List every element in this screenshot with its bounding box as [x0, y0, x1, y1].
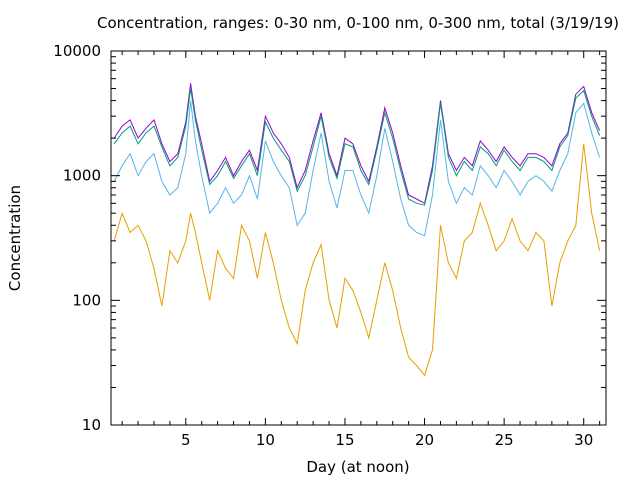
x-axis-label: Day (at noon): [306, 458, 409, 476]
plot-frame: [110, 50, 607, 426]
y-axis-ticks: 10 100 1000 10000: [53, 42, 606, 434]
y-tick-label: 10000: [53, 42, 101, 60]
x-tick-label: 15: [335, 431, 354, 449]
y-tick-label: 1000: [63, 167, 101, 185]
y-tick-label: 10: [82, 416, 101, 434]
series-line-2: [113, 88, 601, 206]
series-layer: [113, 83, 601, 377]
y-axis-label: Concentration: [6, 185, 24, 291]
x-tick-label: 20: [415, 431, 434, 449]
x-tick-label: 10: [256, 431, 275, 449]
x-tick-label: 25: [495, 431, 514, 449]
chart-title: Concentration, ranges: 0-30 nm, 0-100 nm…: [97, 14, 619, 32]
x-tick-label: 5: [181, 431, 191, 449]
series-line-3: [113, 100, 601, 237]
x-axis-ticks: 5 10 15 20 25 30: [121, 51, 601, 449]
series-line-4: [113, 143, 601, 377]
x-tick-label: 30: [574, 431, 593, 449]
series-line-1: [113, 83, 601, 205]
y-tick-label: 100: [72, 291, 101, 309]
plot-area: [110, 50, 607, 426]
